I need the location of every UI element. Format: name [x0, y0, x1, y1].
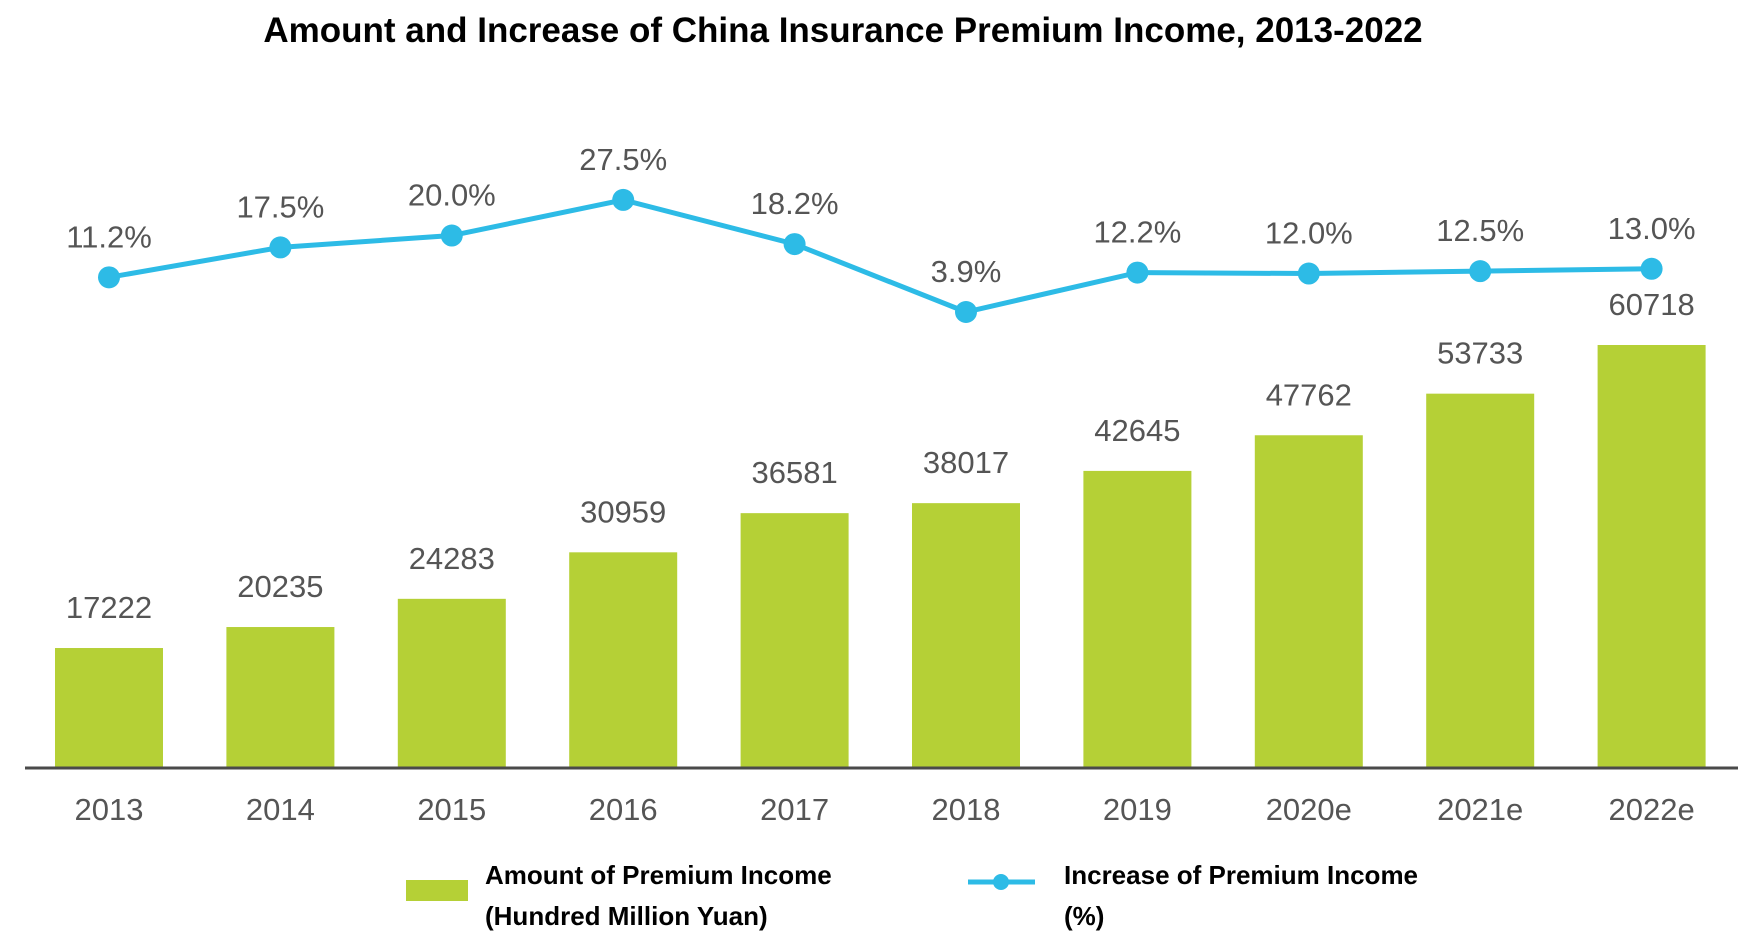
line-point-2017	[783, 233, 806, 256]
line-point-2020e	[1297, 262, 1320, 285]
line-value-label: 27.5%	[579, 142, 667, 177]
line-point-2018	[955, 301, 977, 323]
bar-2015	[397, 598, 506, 768]
legend-swatch-marker	[993, 874, 1009, 890]
bar-value-label: 30959	[580, 494, 666, 529]
legend-label-line-2: (%)	[1064, 901, 1104, 931]
bar-value-label: 42645	[1094, 413, 1180, 448]
x-tick-label: 2021e	[1437, 792, 1523, 827]
bar-2019	[1083, 470, 1192, 768]
x-tick-label: 2018	[932, 792, 1001, 827]
legend-label-line-1: Increase of Premium Income	[1064, 860, 1418, 890]
line-point-2022e	[1640, 257, 1663, 280]
bar-2020e	[1254, 435, 1363, 768]
bar-value-label: 60718	[1608, 287, 1694, 322]
x-tick-label: 2013	[75, 792, 144, 827]
line-value-label: 11.2%	[66, 219, 152, 254]
line-point-2019	[1126, 261, 1149, 284]
x-tick-label: 2019	[1103, 792, 1172, 827]
line-point-2016	[612, 188, 635, 211]
bar-value-label: 36581	[751, 455, 837, 490]
line-value-label: 12.0%	[1265, 216, 1353, 251]
bar-2014	[226, 627, 335, 768]
bar-value-label: 24283	[409, 541, 495, 576]
line-value-label: 17.5%	[236, 189, 324, 224]
bar-2018	[912, 503, 1020, 768]
bar-2021e	[1426, 393, 1535, 768]
increase-line	[108, 197, 1652, 315]
legend-label-bar-1: Amount of Premium Income	[485, 860, 832, 890]
x-tick-label: 2017	[760, 792, 829, 827]
chart-title: Amount and Increase of China Insurance P…	[263, 11, 1422, 50]
bar-value-label: 53733	[1437, 336, 1523, 371]
legend-label-bar-2: (Hundred Million Yuan)	[485, 901, 768, 931]
line-point-2021e	[1469, 260, 1492, 283]
line-value-label: 20.0%	[408, 178, 496, 213]
x-tick-label: 2015	[417, 792, 486, 827]
bar-value-label: 17222	[66, 590, 152, 625]
bar-value-label: 47762	[1266, 377, 1352, 412]
line-value-label: 3.9%	[931, 254, 1002, 289]
x-tick-label: 2020e	[1266, 792, 1352, 827]
bar-value-label: 20235	[237, 569, 323, 604]
x-tick-label: 2014	[246, 792, 315, 827]
x-tick-label: 2022e	[1608, 792, 1694, 827]
line-point-2014	[269, 236, 292, 259]
bar-value-label: 38017	[923, 445, 1009, 480]
legend-swatch-bar	[406, 880, 468, 901]
line-value-label: 12.2%	[1093, 215, 1181, 250]
bar-2022e	[1597, 345, 1706, 768]
bar-2017	[740, 513, 849, 768]
line-value-label: 13.0%	[1608, 211, 1696, 246]
x-tick-label: 2016	[589, 792, 658, 827]
bar-2016	[569, 552, 678, 768]
line-value-label: 12.5%	[1436, 213, 1524, 248]
bar-2013	[55, 648, 163, 768]
line-point-2013	[98, 266, 120, 289]
line-point-2015	[440, 224, 463, 247]
line-value-label: 18.2%	[751, 186, 839, 221]
